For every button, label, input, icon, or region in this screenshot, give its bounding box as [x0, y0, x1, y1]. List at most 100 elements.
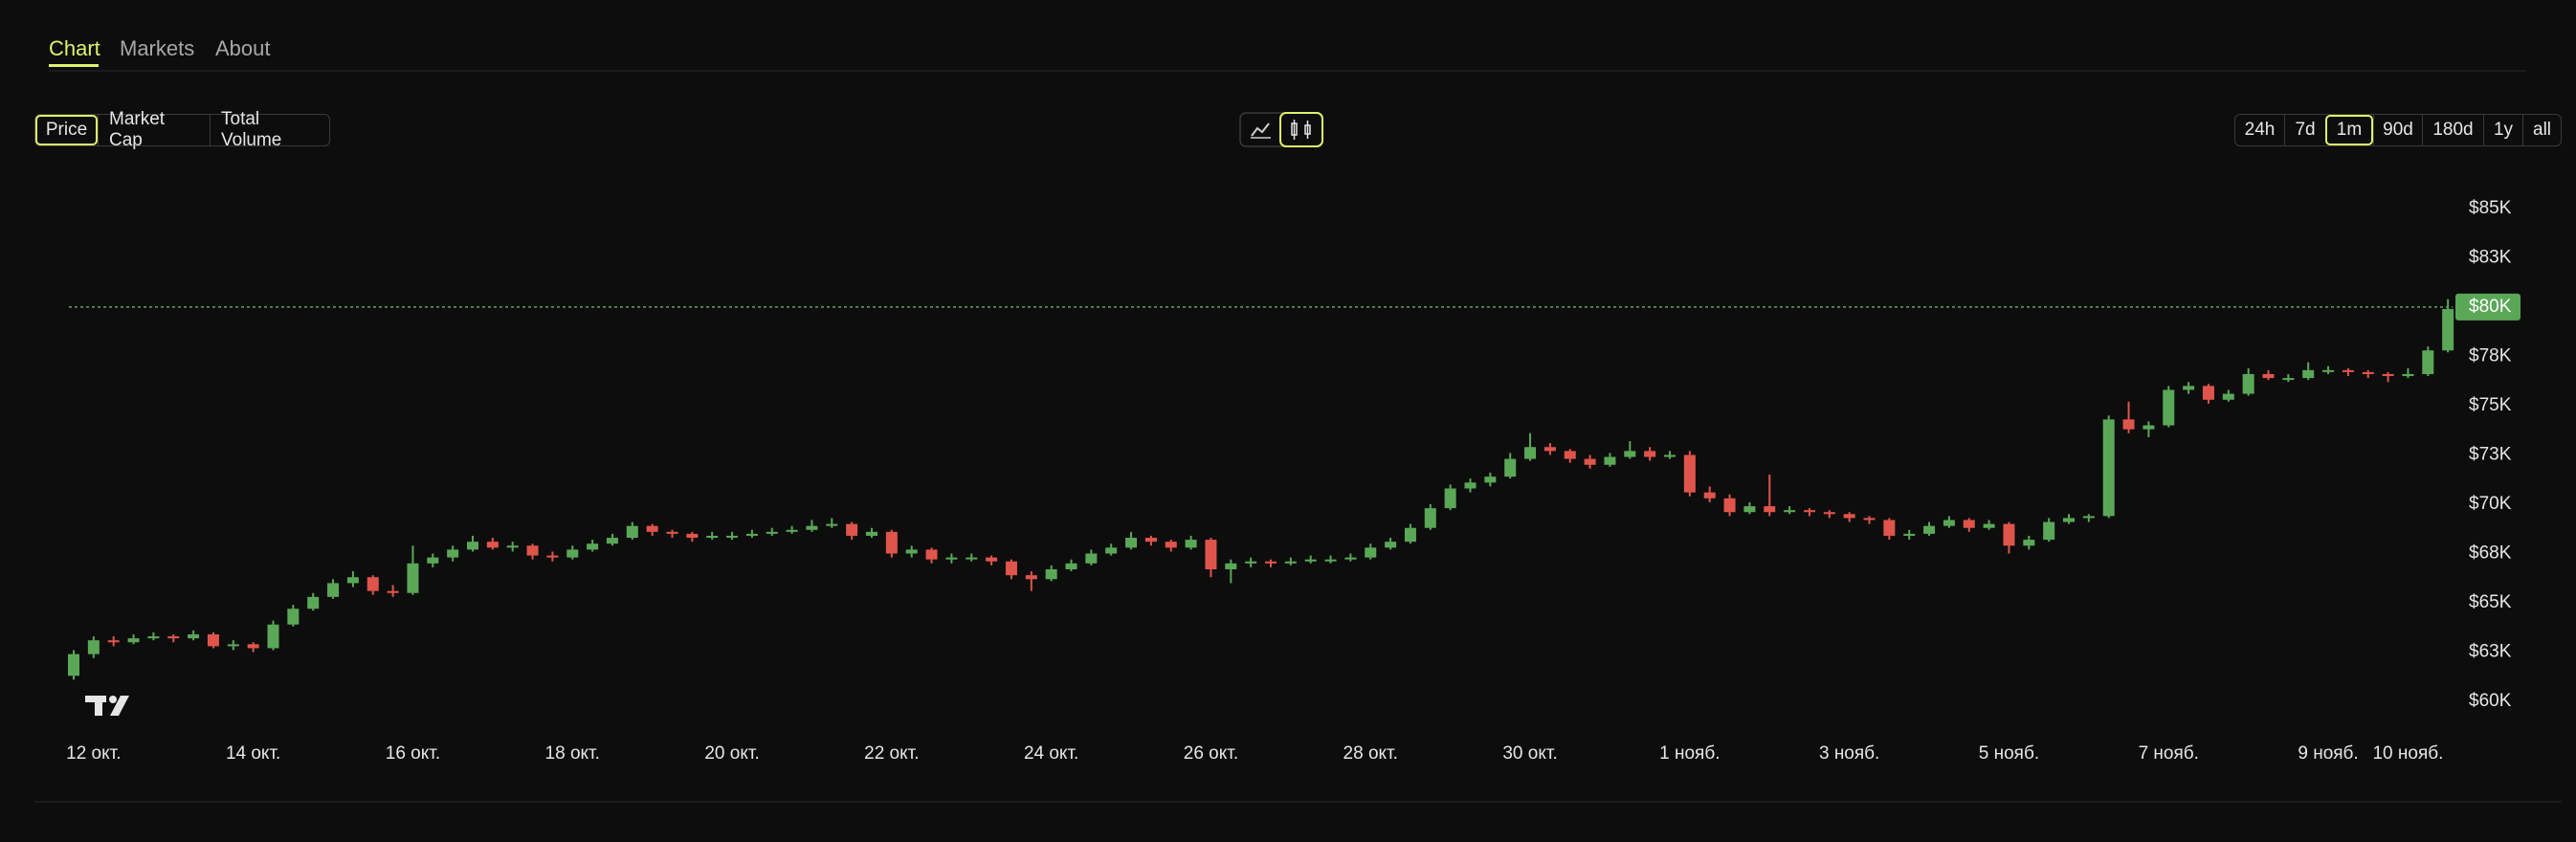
candle-body [2382, 373, 2394, 377]
candle-body [147, 636, 160, 639]
candle-body [966, 557, 978, 560]
range-button[interactable]: 1m [2325, 115, 2373, 145]
candle-body [2003, 523, 2015, 546]
metric-button[interactable]: Total Volume [210, 109, 329, 150]
candle-body [307, 596, 320, 609]
candle-body [1664, 454, 1676, 457]
candle-body [2422, 350, 2434, 374]
candle-body [1943, 520, 1955, 526]
range-button[interactable]: 24h [2244, 120, 2276, 140]
candle-body [1923, 525, 1936, 534]
candle-body [1125, 538, 1138, 548]
candle-body [745, 533, 758, 536]
candle-body [2402, 373, 2414, 377]
candle-body [1165, 542, 1177, 548]
candle-body [606, 538, 618, 544]
candle-body [247, 644, 259, 649]
line-chart-button[interactable] [1241, 114, 1279, 145]
x-tick-label: 26 окт. [1184, 743, 1238, 764]
x-tick-label: 5 нояб. [1979, 743, 2039, 764]
candle-body [686, 533, 699, 539]
candle-body [526, 545, 539, 556]
candle-body [1344, 557, 1357, 560]
candle-body [127, 638, 140, 643]
candle-body [1005, 561, 1017, 576]
candle-body [107, 640, 120, 643]
candle-body [1723, 498, 1736, 513]
candle-body [207, 634, 219, 647]
candle-chart-frame[interactable] [1279, 112, 1323, 147]
x-tick-label: 9 нояб. [2298, 743, 2358, 764]
candle-body [885, 531, 898, 554]
candle-body [626, 525, 638, 539]
candle-body [1324, 559, 1337, 562]
candle-body [1105, 547, 1118, 554]
candle-body [1743, 506, 1756, 513]
candle-body [945, 557, 958, 560]
candle-chart-button[interactable] [1279, 112, 1323, 147]
range-button[interactable]: all [2522, 115, 2561, 145]
candle-body [287, 609, 300, 625]
candle-body [1205, 540, 1217, 570]
tab[interactable]: Chart [49, 36, 100, 60]
candle-body [1624, 451, 1636, 457]
line-chart-icon [1251, 122, 1270, 137]
x-tick-label: 18 окт. [545, 743, 600, 764]
candle-body [1983, 523, 1995, 528]
candle-body [327, 583, 340, 597]
y-tick-label: $60K [2469, 691, 2512, 711]
candle-body [1225, 563, 1237, 570]
candle-body [1424, 508, 1436, 528]
candle-body [2442, 308, 2454, 351]
chart-type-toggle [1239, 112, 1323, 147]
x-axis-labels: 12 окт. 14 окт. 16 окт. 18 окт. 20 окт. 22 ок… [66, 743, 2443, 764]
metric-button[interactable]: Price [35, 115, 98, 145]
x-tick-label: 1 нояб. [1659, 743, 1720, 764]
metric-button[interactable]: Market Cap [98, 109, 210, 150]
candle-body [1065, 563, 1077, 570]
range-button[interactable]: 180d [2422, 115, 2483, 145]
candle-body [846, 523, 858, 536]
tab[interactable]: About [215, 36, 271, 60]
candle-body [1444, 488, 1456, 509]
y-tick-label: $78K [2469, 345, 2512, 366]
metric-group: Price Market Cap Total Volume [34, 109, 330, 150]
candle-body [2163, 389, 2175, 426]
candle-body [366, 577, 379, 591]
candle-body [1365, 547, 1377, 558]
candle-body [587, 543, 599, 550]
y-tick-label: $70K [2469, 494, 2512, 514]
candle-body [407, 563, 419, 593]
candle-body [1863, 518, 1876, 521]
candle-body [2122, 419, 2135, 430]
range-button[interactable]: 1y [2483, 115, 2522, 145]
tab[interactable]: Markets [120, 36, 195, 60]
x-tick-label: 14 окт. [226, 743, 280, 764]
candle-body [1963, 520, 1975, 528]
candles [68, 299, 2454, 680]
candle-body [866, 531, 877, 536]
candle-body [546, 555, 559, 558]
candle-body [2342, 369, 2354, 372]
price-badge [2455, 293, 2520, 321]
candle-body [87, 640, 100, 654]
candle-body [1085, 553, 1098, 564]
range-button[interactable]: 90d [2373, 115, 2422, 145]
candle-body [1185, 540, 1197, 548]
range-button[interactable]: 7d [2284, 115, 2325, 145]
candle-body [387, 590, 399, 593]
candle-body [2362, 371, 2374, 374]
candle-body [2282, 378, 2295, 381]
x-tick-label: 3 нояб. [1819, 743, 1879, 764]
candle-body [1764, 506, 1776, 513]
candle-body [2102, 419, 2115, 517]
candle-body [2082, 516, 2095, 519]
candle-body [1584, 458, 1596, 465]
candle-body [1284, 561, 1297, 564]
candle-body [1564, 451, 1576, 459]
candle-body [1903, 533, 1916, 536]
x-tick-label: 22 окт. [864, 743, 919, 764]
candle-body [1265, 561, 1277, 564]
